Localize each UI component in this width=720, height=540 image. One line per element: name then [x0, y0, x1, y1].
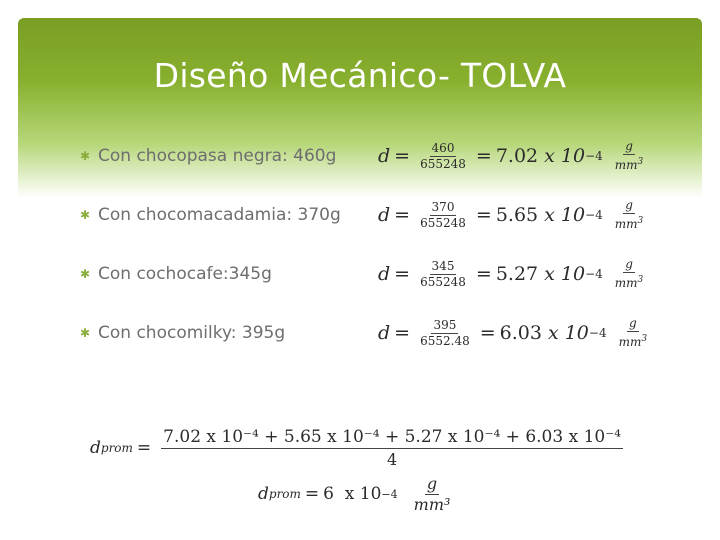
fraction-numerator: 395 [431, 317, 459, 334]
average-fraction: 7.02 x 10⁻⁴ + 5.65 x 10⁻⁴ + 5.27 x 10⁻⁴ … [161, 426, 623, 471]
unit-denominator: mm3 [614, 157, 644, 172]
fraction-numerator: 370 [429, 199, 457, 216]
density-coefficient: 5.65 [495, 204, 539, 226]
unit-numerator: g [627, 316, 639, 332]
unit-fraction: g mm3 [613, 198, 646, 232]
times-ten: x 10 [544, 263, 586, 285]
formula-var: d [378, 204, 391, 226]
average-subscript: prom [100, 441, 133, 455]
result-value: 6 x 10 [323, 484, 382, 504]
result-formula: d prom = 6 x 10 −4 g mm³ [258, 470, 456, 518]
unit-fraction: g mm3 [617, 316, 650, 350]
equals-sign: = [479, 322, 496, 344]
equals-sign: = [475, 263, 492, 285]
unit-numerator: g [623, 198, 635, 214]
average-denominator: 4 [386, 449, 398, 469]
result-var: d [258, 484, 269, 504]
formula-var: d [378, 322, 391, 344]
fraction-numerator: 460 [429, 140, 457, 157]
mass-volume-fraction: 370 655248 [418, 200, 468, 231]
unit-fraction: g mm3 [613, 139, 646, 173]
density-formula: d = 460 655248 = 7.02 x 10 −4 g mm3 [378, 131, 649, 181]
average-var: d [90, 438, 101, 458]
bullet-item: ✱ Con cochocafe:345g [80, 259, 272, 289]
times-ten: x 10 [544, 145, 586, 167]
equals-sign: = [394, 204, 411, 226]
density-formula: d = 395 6552.48 = 6.03 x 10 −4 g mm3 [378, 308, 653, 358]
unit-fraction: g mm3 [613, 257, 646, 291]
bullet-item: ✱ Con chocomacadamia: 370g [80, 200, 341, 230]
mass-volume-fraction: 395 6552.48 [418, 318, 472, 349]
fraction-numerator: 345 [429, 258, 457, 275]
exponent: −4 [588, 326, 607, 340]
unit-denominator: mm3 [614, 216, 644, 231]
bullet-item: ✱ Con chocopasa negra: 460g [80, 141, 336, 171]
unit-numerator: g [623, 139, 635, 155]
result-unit-numerator: g [424, 473, 440, 495]
asterisk-bullet-icon: ✱ [80, 267, 91, 281]
exponent: −4 [585, 267, 603, 281]
mass-volume-fraction: 460 655248 [418, 141, 468, 172]
equals-sign: = [475, 204, 492, 226]
exponent: −4 [585, 149, 603, 163]
equals-sign: = [475, 145, 492, 167]
formula-var: d [378, 145, 391, 167]
density-coefficient: 5.27 [495, 263, 539, 285]
asterisk-bullet-icon: ✱ [80, 149, 91, 163]
density-coefficient: 6.03 [499, 322, 542, 344]
exponent: −4 [585, 208, 603, 222]
result-subscript: prom [268, 487, 301, 501]
density-coefficient: 7.02 [495, 145, 539, 167]
bullet-label: Con chocopasa negra: 460g [98, 146, 337, 166]
fraction-denominator: 655248 [420, 274, 466, 289]
equals-sign: = [394, 322, 411, 344]
bullet-item: ✱ Con chocomilky: 395g [80, 318, 285, 348]
equals-sign: = [394, 145, 411, 167]
formula-var: d [378, 263, 391, 285]
average-numerator: 7.02 x 10⁻⁴ + 5.65 x 10⁻⁴ + 5.27 x 10⁻⁴ … [161, 426, 623, 449]
fraction-denominator: 6552.48 [420, 333, 470, 348]
unit-numerator: g [623, 257, 635, 273]
equals-sign: = [394, 263, 411, 285]
density-formula: d = 370 655248 = 5.65 x 10 −4 g mm3 [378, 190, 649, 240]
mass-volume-fraction: 345 655248 [418, 259, 468, 290]
average-density-formula: d prom = 7.02 x 10⁻⁴ + 5.65 x 10⁻⁴ + 5.27… [90, 418, 623, 478]
bullet-label: Con chocomilky: 395g [98, 323, 286, 343]
fraction-denominator: 655248 [420, 156, 466, 171]
slide-header-gradient [18, 18, 702, 198]
result-exponent: −4 [381, 487, 398, 501]
density-formula: d = 345 655248 = 5.27 x 10 −4 g mm3 [378, 249, 649, 299]
bullet-label: Con cochocafe:345g [98, 264, 272, 284]
result-unit-fraction: g mm³ [412, 474, 453, 515]
unit-denominator: mm3 [614, 275, 644, 290]
unit-denominator: mm3 [618, 334, 648, 349]
equals-sign: = [304, 484, 320, 504]
slide-title: Diseño Mecánico- TOLVA [153, 56, 567, 95]
asterisk-bullet-icon: ✱ [80, 326, 91, 340]
asterisk-bullet-icon: ✱ [80, 208, 91, 222]
equals-sign: = [136, 438, 152, 458]
times-ten: x 10 [547, 322, 589, 344]
bullet-label: Con chocomacadamia: 370g [98, 205, 341, 225]
result-unit-denominator: mm³ [413, 494, 451, 514]
times-ten: x 10 [544, 204, 586, 226]
fraction-denominator: 655248 [420, 215, 466, 230]
